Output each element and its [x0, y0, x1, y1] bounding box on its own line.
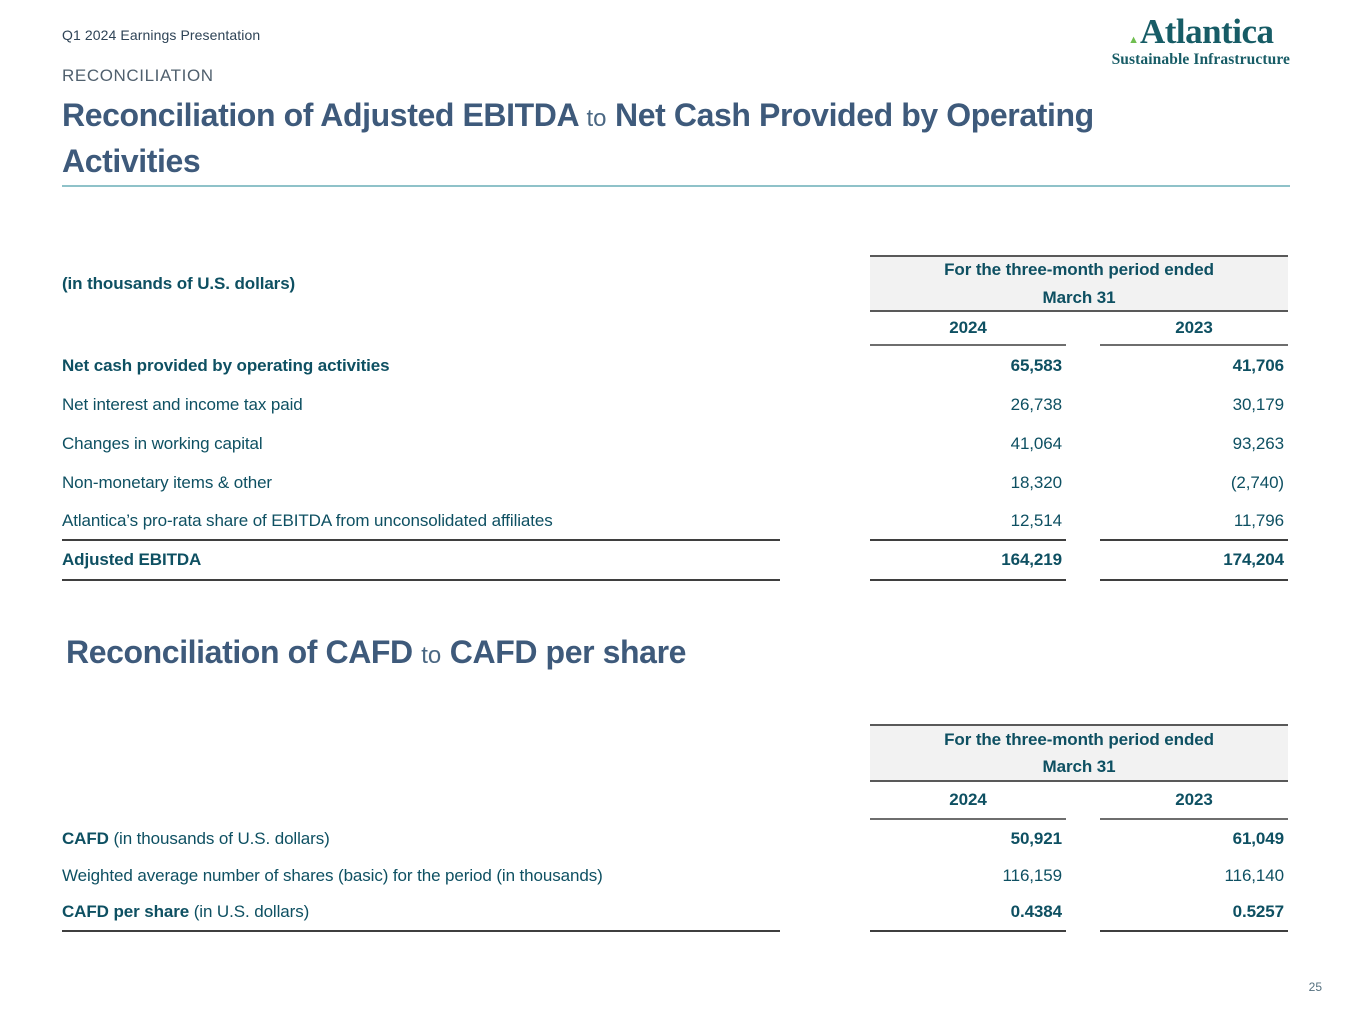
page-title-connector: to [586, 105, 607, 132]
row-value: 164,219 [870, 541, 1066, 581]
row-value: 30,179 [1232, 394, 1285, 414]
spacer [780, 346, 870, 385]
page-title: Reconciliation of Adjusted EBITDA to Net… [62, 92, 1137, 185]
spacer [780, 857, 870, 894]
row-value: 116,140 [1224, 865, 1285, 885]
cafd-title-connector: to [421, 642, 442, 669]
row-value: 93,263 [1232, 433, 1285, 453]
row-value: 41,064 [1010, 433, 1063, 453]
page-number: 25 [1308, 980, 1322, 994]
spacer [780, 782, 870, 820]
units-label [62, 724, 780, 782]
period-header: For the three-month period ended March 3… [870, 724, 1288, 782]
row-value: 11,796 [1100, 502, 1288, 541]
column-gap [1066, 346, 1100, 385]
cafd-title-tail: CAFD per share [449, 634, 687, 670]
title-underline-rule [62, 185, 1290, 187]
logo-wordmark-row: ▲ Atlantica [1112, 14, 1290, 49]
column-gap [1066, 820, 1100, 857]
row-label: Atlantica’s pro-rata share of EBITDA fro… [62, 502, 780, 541]
atlantica-logo: ▲ Atlantica Sustainable Infrastructure [1112, 14, 1290, 69]
column-gap [1066, 857, 1100, 894]
period-header-line2: March 31 [1042, 757, 1116, 776]
row-value: 174,204 [1100, 541, 1288, 581]
section-label: RECONCILIATION [62, 66, 214, 85]
row-value: 116,159 [1002, 865, 1063, 885]
row-value: 18,320 [1010, 472, 1063, 492]
period-header: For the three-month period ended March 3… [870, 255, 1288, 312]
spacer [62, 312, 780, 346]
spacer [780, 385, 870, 424]
column-gap [1066, 541, 1100, 581]
column-header-2023: 2023 [1100, 312, 1288, 346]
row-value: 0.4384 [870, 894, 1066, 932]
spacer [780, 463, 870, 502]
units-label: (in thousands of U.S. dollars) [62, 273, 296, 293]
row-value: 50,921 [1010, 828, 1063, 848]
row-label: Net cash provided by operating activitie… [62, 355, 390, 375]
row-label: CAFD (in thousands of U.S. dollars) [62, 828, 330, 848]
row-value: 41,706 [1232, 355, 1285, 375]
column-gap [1066, 463, 1100, 502]
period-header-line2: March 31 [1042, 287, 1116, 307]
row-value: 0.5257 [1100, 894, 1288, 932]
column-gap [1066, 502, 1100, 541]
period-header-line1: For the three-month period ended [944, 260, 1214, 280]
row-label: Weighted average number of shares (basic… [62, 865, 603, 885]
row-label: Net interest and income tax paid [62, 394, 303, 414]
logo-triangle-icon: ▲ [1128, 34, 1139, 46]
spacer [780, 424, 870, 463]
row-label: Non-monetary items & other [62, 472, 272, 492]
spacer [780, 255, 870, 312]
page-title-lead: Reconciliation of Adjusted EBITDA [62, 97, 579, 133]
row-value: 65,583 [1010, 355, 1063, 375]
row-label: Adjusted EBITDA [62, 541, 780, 581]
logo-wordmark: Atlantica [1139, 12, 1274, 51]
spacer [780, 502, 870, 541]
column-header-2023: 2023 [1100, 782, 1288, 820]
column-header-2024: 2024 [870, 782, 1066, 820]
spacer [780, 894, 870, 932]
column-gap [1066, 312, 1100, 346]
column-header-2024: 2024 [870, 312, 1066, 346]
eyebrow-text: Q1 2024 Earnings Presentation [62, 27, 261, 43]
spacer [780, 820, 870, 857]
row-value: (2,740) [1230, 472, 1284, 492]
spacer [780, 541, 870, 581]
row-label: CAFD per share (in U.S. dollars) [62, 894, 780, 932]
logo-tagline: Sustainable Infrastructure [1111, 51, 1290, 68]
row-value: 12,514 [870, 502, 1066, 541]
page-title-tail: Net Cash Provided by Operating Activitie… [62, 97, 1094, 180]
column-gap [1066, 894, 1100, 932]
ebitda-reconciliation-table: (in thousands of U.S. dollars) For the t… [62, 255, 1288, 581]
row-value: 26,738 [1010, 394, 1063, 414]
cafd-title-lead: Reconciliation of CAFD [66, 634, 413, 670]
column-gap [1066, 782, 1100, 820]
spacer [780, 724, 870, 782]
cafd-section-title: Reconciliation of CAFD to CAFD per share [66, 634, 686, 671]
period-header-line1: For the three-month period ended [944, 729, 1214, 749]
row-label: Changes in working capital [62, 433, 263, 453]
spacer [780, 312, 870, 346]
row-value: 61,049 [1232, 828, 1285, 848]
column-gap [1066, 424, 1100, 463]
spacer [62, 782, 780, 820]
column-gap [1066, 385, 1100, 424]
cafd-reconciliation-table: For the three-month period ended March 3… [62, 724, 1288, 932]
